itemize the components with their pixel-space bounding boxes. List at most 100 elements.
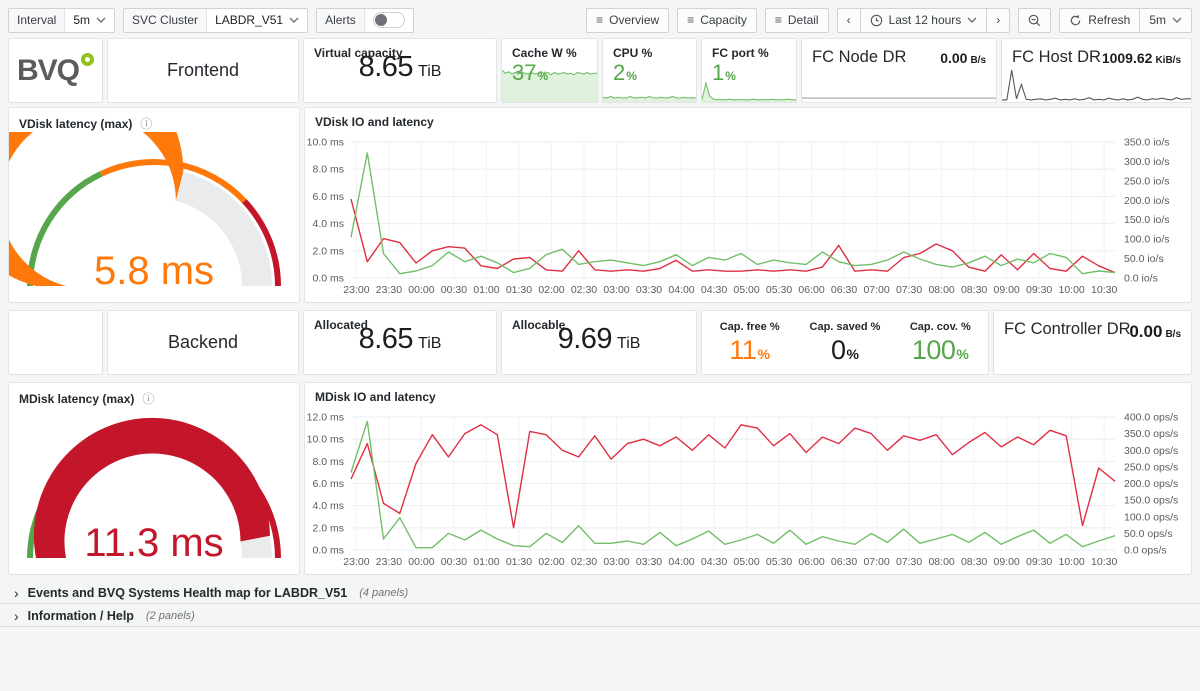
vdisk-io-latency-chart[interactable]: 0.0 ms 2.0 ms 4.0 ms 6.0 ms 8.0 ms 10.0 ms 0.0… xyxy=(305,108,1191,302)
time-picker-group: ‹ Last 12 hours › xyxy=(836,7,1011,33)
interval-control: Interval 5m xyxy=(8,7,116,33)
toggle-knob-icon xyxy=(374,14,387,26)
panel-title[interactable]: MDisk IO and latency xyxy=(315,390,436,404)
cap-saved-title: Cap. saved % xyxy=(809,321,881,333)
vdisk-latency-gauge: 5.8 ms xyxy=(9,132,299,300)
overview-button[interactable]: ≡ Overview xyxy=(586,7,670,33)
svg-text:06:00: 06:00 xyxy=(798,284,824,296)
bvq-logo-dot-icon xyxy=(81,53,94,66)
svg-text:02:30: 02:30 xyxy=(571,284,597,296)
zoom-out-icon xyxy=(1028,14,1041,26)
svg-text:8.0 ms: 8.0 ms xyxy=(312,456,344,468)
svg-text:01:30: 01:30 xyxy=(506,556,532,568)
svg-text:09:30: 09:30 xyxy=(1026,556,1052,568)
mdisk-io-latency-chart-panel: MDisk IO and latency 0.0 ms 2.0 ms 4.0 ms 6… xyxy=(304,382,1192,575)
panel-title[interactable]: Allocable xyxy=(512,318,566,332)
panel-title[interactable]: FC Controller DR xyxy=(1004,320,1131,338)
time-range-forward-button[interactable]: › xyxy=(986,7,1011,33)
refresh-icon xyxy=(1071,14,1081,25)
collapsed-row-information[interactable]: › Information / Help (2 panels) xyxy=(0,606,1200,627)
toolbar-right: ≡ Overview ≡ Capacity ≡ Detail ‹ Last 12… xyxy=(586,7,1192,33)
panel-title[interactable]: FC port % xyxy=(712,46,769,60)
interval-label: Interval xyxy=(9,8,66,32)
collapsed-row-panel-count: (2 panels) xyxy=(145,610,195,622)
svg-text:09:00: 09:00 xyxy=(993,556,1019,568)
svg-text:6.0 ms: 6.0 ms xyxy=(312,478,344,490)
cpu-value: 2 xyxy=(613,60,626,85)
svg-text:23:30: 23:30 xyxy=(376,284,402,296)
svg-text:23:00: 23:00 xyxy=(343,556,369,568)
svg-text:6.0 ms: 6.0 ms xyxy=(312,191,344,203)
panel-title[interactable]: CPU % xyxy=(613,46,653,60)
time-range-button[interactable]: Last 12 hours xyxy=(859,7,987,33)
svg-text:300.0 io/s: 300.0 io/s xyxy=(1124,156,1170,168)
panel-title[interactable]: VDisk IO and latency xyxy=(315,115,434,129)
frontend-section-panel: Frontend xyxy=(107,38,299,103)
cap-free-unit: % xyxy=(757,346,770,362)
panel-title[interactable]: Allocated xyxy=(314,318,369,332)
time-range-label: Last 12 hours xyxy=(888,13,962,27)
svg-text:8.0 ms: 8.0 ms xyxy=(312,164,344,176)
fc-port-unit: % xyxy=(725,69,736,83)
panel-title[interactable]: FC Host DR xyxy=(1012,48,1101,66)
cache-w-sparkline xyxy=(502,40,597,102)
alerts-label: Alerts xyxy=(317,8,365,32)
cap-cov-unit: % xyxy=(956,346,969,362)
svg-text:23:30: 23:30 xyxy=(376,556,402,568)
cap-free-value: 11 xyxy=(729,335,757,365)
svg-text:10:30: 10:30 xyxy=(1091,284,1117,296)
svg-text:01:00: 01:00 xyxy=(473,284,499,296)
allocable-panel: Allocable 9.69 TiB xyxy=(501,310,697,375)
mdisk-io-latency-chart[interactable]: 0.0 ms 2.0 ms 4.0 ms 6.0 ms 8.0 ms 10.0 ms 12.… xyxy=(305,383,1191,574)
capacity-button[interactable]: ≡ Capacity xyxy=(677,7,757,33)
cap-free-title: Cap. free % xyxy=(719,321,780,333)
svg-text:2.0 ms: 2.0 ms xyxy=(312,522,344,534)
refresh-interval-select[interactable]: 5m xyxy=(1139,7,1192,33)
virtual-capacity-unit: TiB xyxy=(418,63,442,80)
panel-title[interactable]: Virtual capacity xyxy=(314,46,403,60)
svg-text:11.3 ms: 11.3 ms xyxy=(84,521,223,565)
info-icon[interactable]: ⓘ xyxy=(142,392,155,406)
chevron-down-icon xyxy=(1172,17,1182,23)
svg-text:04:30: 04:30 xyxy=(701,556,727,568)
collapsed-row-panel-count: (4 panels) xyxy=(359,587,409,599)
svg-text:00:00: 00:00 xyxy=(408,284,434,296)
time-range-back-button[interactable]: ‹ xyxy=(836,7,860,33)
collapsed-row-title: Information / Help xyxy=(27,609,134,623)
vdisk-gauge-title: VDisk latency (max) xyxy=(19,117,133,131)
info-icon[interactable]: ⓘ xyxy=(140,117,153,131)
interval-select[interactable]: 5m xyxy=(65,9,114,32)
svc-cluster-select[interactable]: LABDR_V51 xyxy=(207,9,307,32)
chevron-down-icon xyxy=(96,17,106,23)
fc-node-dr-panel: FC Node DR 0.00 B/s xyxy=(801,38,997,103)
refresh-button[interactable]: Refresh xyxy=(1059,7,1140,33)
svg-text:100.0 io/s: 100.0 io/s xyxy=(1124,234,1170,246)
alerts-toggle[interactable] xyxy=(372,12,405,28)
svg-text:5.8 ms: 5.8 ms xyxy=(94,249,214,293)
fc-host-dr-panel: FC Host DR 1009.62 KiB/s xyxy=(1001,38,1192,103)
svg-text:08:30: 08:30 xyxy=(961,284,987,296)
svg-text:06:30: 06:30 xyxy=(831,284,857,296)
svg-text:350.0 ops/s: 350.0 ops/s xyxy=(1124,428,1178,440)
capacity-button-label: Capacity xyxy=(700,13,747,27)
svg-text:10:00: 10:00 xyxy=(1059,284,1085,296)
panel-title[interactable]: VDisk latency (max) ⓘ xyxy=(19,115,152,132)
fc-port-panel: FC port % 1 % xyxy=(701,38,797,103)
svg-text:05:00: 05:00 xyxy=(733,556,759,568)
detail-button[interactable]: ≡ Detail xyxy=(764,7,829,33)
panel-title[interactable]: MDisk latency (max) ⓘ xyxy=(19,390,154,407)
svg-text:01:30: 01:30 xyxy=(506,284,532,296)
svg-text:04:00: 04:00 xyxy=(668,556,694,568)
fc-controller-dr-unit: B/s xyxy=(1165,329,1181,340)
toolbar-left: Interval 5m SVC Cluster LABDR_V51 Alerts xyxy=(8,7,414,33)
svg-text:07:00: 07:00 xyxy=(863,556,889,568)
panel-title[interactable]: Cache W % xyxy=(512,46,577,60)
svg-text:02:00: 02:00 xyxy=(538,284,564,296)
cap-free-stat: Cap. free % 11 % xyxy=(702,311,797,374)
svg-text:350.0 io/s: 350.0 io/s xyxy=(1124,137,1170,149)
svc-cluster-control: SVC Cluster LABDR_V51 xyxy=(123,7,309,33)
zoom-out-button[interactable] xyxy=(1018,7,1052,33)
panel-title[interactable]: FC Node DR xyxy=(812,48,907,66)
interval-value: 5m xyxy=(73,13,91,27)
collapsed-row-events[interactable]: › Events and BVQ Systems Health map for … xyxy=(0,583,1200,604)
